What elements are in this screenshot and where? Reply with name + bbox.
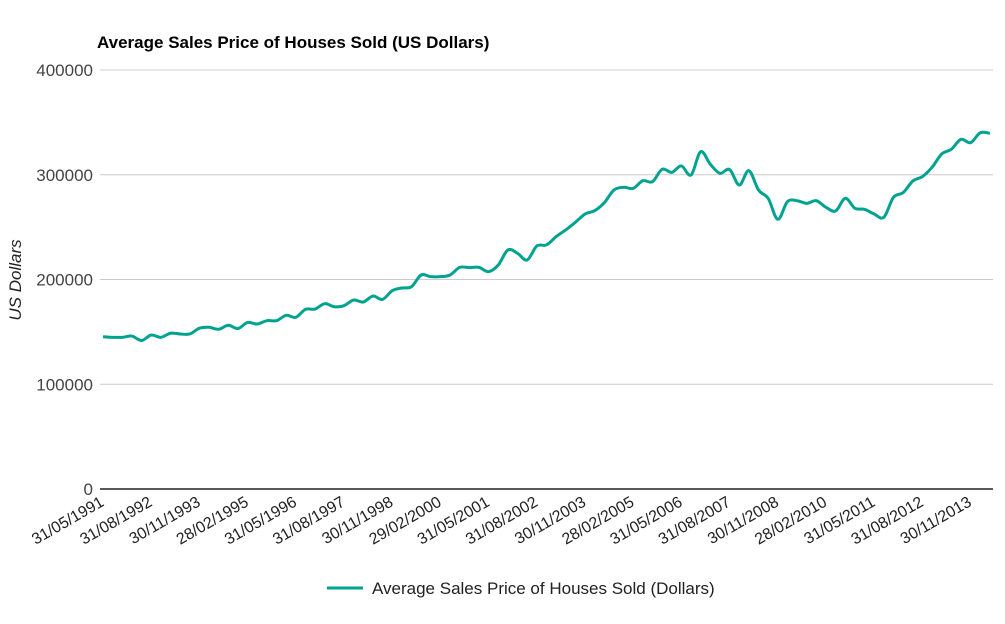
y-tick-label: 300000 [36, 166, 93, 185]
y-axis-title: US Dollars [6, 239, 25, 321]
legend[interactable]: Average Sales Price of Houses Sold (Doll… [327, 579, 715, 598]
chart-title: Average Sales Price of Houses Sold (US D… [97, 33, 489, 52]
legend-label: Average Sales Price of Houses Sold (Doll… [372, 579, 715, 598]
y-tick-label: 200000 [36, 271, 93, 290]
x-axis-ticks: 31/05/199131/08/199230/11/199328/02/1995… [29, 494, 975, 549]
series-line[interactable] [102, 130, 991, 343]
y-tick-label: 400000 [36, 61, 93, 80]
y-axis-ticks: 0 100000 200000 300000 400000 [36, 61, 93, 499]
y-tick-label: 100000 [36, 375, 93, 394]
series-layer [102, 130, 991, 343]
y-tick-label: 0 [84, 480, 93, 499]
gridlines [100, 69, 993, 385]
